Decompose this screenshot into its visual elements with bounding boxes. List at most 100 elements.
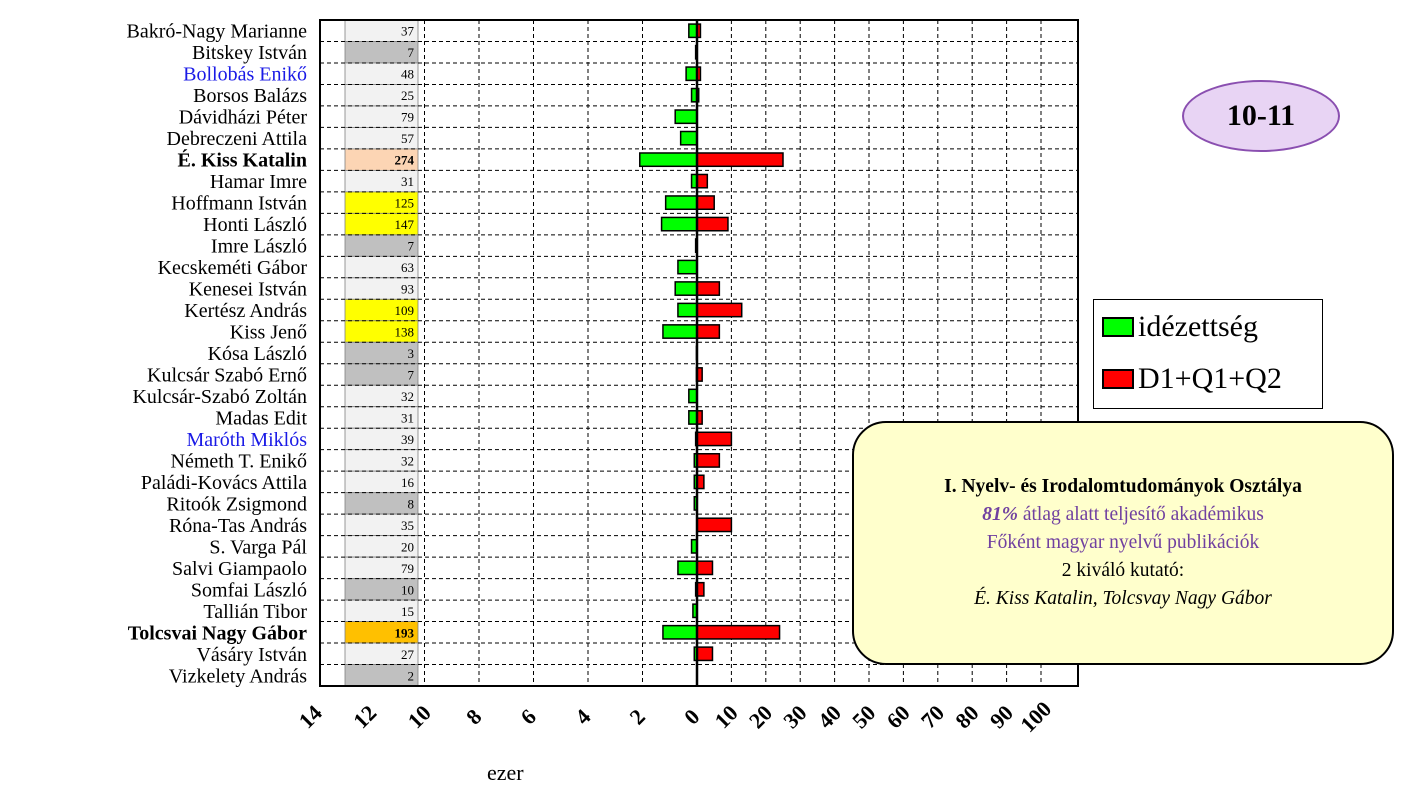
- row-count-label: 10: [401, 582, 414, 597]
- row-count-label: 20: [401, 539, 414, 554]
- bar-d1q1q2: [696, 517, 733, 533]
- summary-box: I. Nyelv- és Irodalomtudományok Osztálya…: [852, 421, 1394, 665]
- bar-citations: [679, 130, 698, 146]
- row-count-label: 7: [408, 45, 415, 60]
- x-tick-label: 12: [348, 700, 381, 733]
- row-count-label: 7: [408, 239, 415, 254]
- x-tick-label: 4: [570, 704, 595, 729]
- legend-item-d1q1q2: D1+Q1+Q2: [1102, 362, 1282, 396]
- row-count-label: 274: [395, 153, 415, 168]
- x-axis-unit-label: ezer: [487, 760, 524, 785]
- row-name-label: Tallián Tibor: [203, 601, 307, 623]
- row-name-label: Tolcsvai Nagy Gábor: [128, 622, 307, 644]
- x-tick-label: 100: [1015, 696, 1056, 737]
- summary-line-top-names: É. Kiss Katalin, Tolcsvay Nagy Gábor: [974, 588, 1272, 609]
- row-name-label: Bakró-Nagy Marianne: [127, 21, 308, 43]
- row-name-label: Hoffmann István: [171, 193, 307, 215]
- bar-d1q1q2: [696, 646, 714, 662]
- x-tick-label: 80: [950, 700, 983, 733]
- row-name-label: Bollobás Enikő: [183, 64, 307, 86]
- row-name-label: Vásáry István: [196, 644, 307, 666]
- bar-citations: [664, 195, 698, 211]
- row-count-label: 15: [401, 604, 414, 619]
- row-count-label: 193: [395, 625, 415, 640]
- row-count-label: 16: [401, 475, 415, 490]
- row-name-label: Kósa László: [208, 343, 307, 365]
- legend: idézettség D1+Q1+Q2: [1093, 299, 1323, 409]
- row-count-label: 63: [401, 260, 414, 275]
- bar-citations: [662, 624, 698, 640]
- bar-d1q1q2: [696, 281, 721, 296]
- bar-citations: [674, 109, 698, 125]
- row-count-label: 35: [401, 518, 414, 533]
- row-count-label: 48: [401, 67, 414, 82]
- row-name-label: Kecskeméti Gábor: [158, 257, 308, 279]
- legend-swatch-citations: [1102, 317, 1134, 337]
- badge-label: 10-11: [1226, 99, 1296, 132]
- row-count-label: 7: [408, 367, 415, 382]
- row-count-label: 109: [395, 303, 415, 318]
- x-tick-label: 6: [515, 704, 540, 729]
- row-count-label: 57: [401, 131, 415, 146]
- row-name-label: Dávidházi Péter: [179, 107, 308, 129]
- row-name-label: Borsos Balázs: [193, 85, 307, 107]
- legend-label-citations: idézettség: [1138, 310, 1258, 343]
- legend-item-citations: idézettség: [1102, 310, 1258, 344]
- x-tick-label: 10: [709, 700, 742, 733]
- row-count-label: 8: [408, 496, 415, 511]
- row-name-label: Paládi-Kovács Attila: [141, 472, 307, 494]
- row-name-label: Maróth Miklós: [186, 429, 307, 451]
- bar-d1q1q2: [696, 195, 715, 211]
- row-name-label: Kiss Jenő: [230, 322, 307, 344]
- bar-citations: [677, 259, 698, 275]
- bar-d1q1q2: [696, 302, 743, 318]
- slide-number-badge: 10-11: [1182, 80, 1340, 152]
- bar-d1q1q2: [696, 324, 721, 339]
- bar-citations: [685, 66, 698, 82]
- summary-line-top-count: 2 kiváló kutató:: [1061, 560, 1185, 581]
- summary-line-language: Főként magyar nyelvű publikációk: [986, 532, 1260, 553]
- bar-d1q1q2: [696, 216, 729, 232]
- summary-average-text: átlag alatt teljesítő akadémikus: [1017, 504, 1264, 525]
- row-count-label: 31: [401, 410, 414, 425]
- bar-citations: [639, 152, 698, 168]
- row-name-label: Somfai László: [191, 579, 307, 601]
- bar-d1q1q2: [696, 431, 733, 447]
- bar-citations: [677, 302, 698, 318]
- row-name-label: Kulcsár-Szabó Zoltán: [132, 386, 307, 408]
- row-name-label: Hamar Imre: [210, 171, 307, 193]
- row-name-label: Róna-Tas András: [169, 515, 307, 537]
- row-name-label: S. Varga Pál: [209, 536, 307, 558]
- x-tick-label: 30: [778, 700, 811, 733]
- row-count-label: 79: [401, 110, 414, 125]
- row-name-label: Ritoók Zsigmond: [166, 493, 307, 515]
- legend-swatch-d1q1q2: [1102, 369, 1134, 389]
- summary-title: I. Nyelv- és Irodalomtudományok Osztálya: [944, 476, 1302, 497]
- x-tick-label: 8: [461, 704, 486, 729]
- row-count-label: 79: [401, 561, 414, 576]
- bar-citations: [674, 281, 698, 296]
- row-count-label: 2: [408, 668, 415, 683]
- row-name-label: Kertész András: [184, 300, 307, 322]
- bar-d1q1q2: [696, 152, 784, 168]
- bar-d1q1q2: [696, 624, 781, 640]
- row-count-label: 31: [401, 174, 414, 189]
- row-name-label: Madas Edit: [215, 407, 307, 429]
- row-name-label: Kenesei István: [189, 279, 307, 301]
- bar-d1q1q2: [696, 560, 714, 576]
- row-count-label: 138: [395, 325, 415, 340]
- row-name-label: Vizkelety András: [169, 665, 307, 687]
- x-tick-label: 70: [916, 700, 949, 733]
- summary-percent: 81%: [982, 504, 1018, 525]
- row-name-label: Bitskey István: [192, 42, 307, 64]
- row-count-label: 37: [401, 24, 415, 39]
- row-name-label: Salvi Giampaolo: [172, 558, 307, 580]
- x-tick-label: 2: [624, 704, 649, 729]
- row-count-label: 27: [401, 647, 415, 662]
- x-tick-label: 60: [881, 700, 914, 733]
- row-count-label: 147: [395, 217, 415, 232]
- x-tick-label: 40: [813, 700, 846, 733]
- bar-d1q1q2: [696, 453, 721, 468]
- x-tick-label: 0: [679, 704, 704, 729]
